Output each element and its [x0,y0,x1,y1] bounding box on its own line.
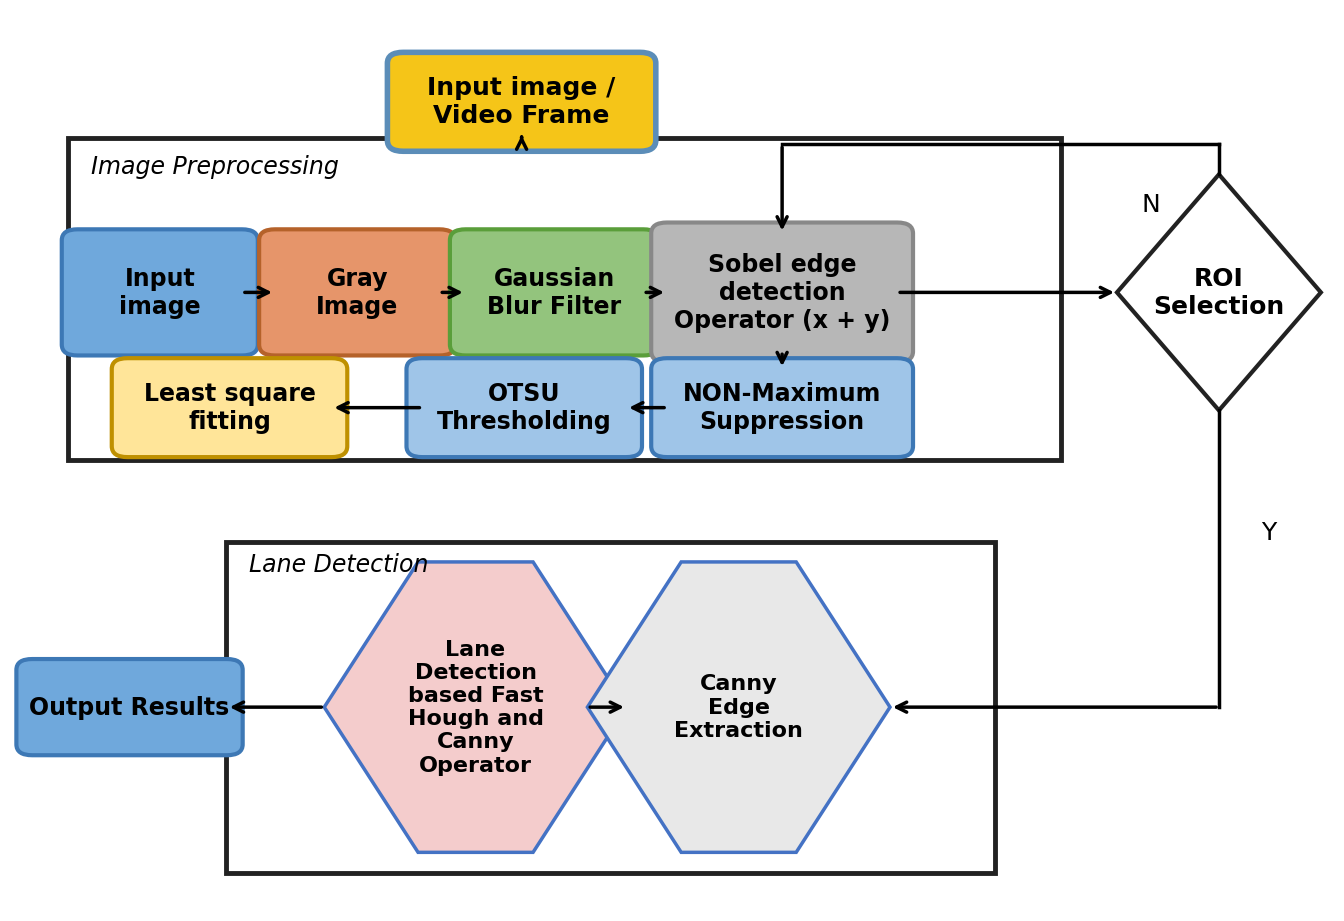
FancyBboxPatch shape [650,358,913,458]
FancyBboxPatch shape [387,52,656,152]
Text: OTSU
Thresholding: OTSU Thresholding [437,382,612,434]
Text: NON-Maximum
Suppression: NON-Maximum Suppression [683,382,882,434]
Text: Input
image: Input image [120,267,200,319]
Text: Y: Y [1261,521,1277,545]
Text: Image Preprocessing: Image Preprocessing [91,155,339,179]
Text: Sobel edge
detection
Operator (x + y): Sobel edge detection Operator (x + y) [673,253,890,332]
Text: Gray
Image: Gray Image [316,267,398,319]
FancyBboxPatch shape [259,229,456,356]
Text: N: N [1141,192,1160,216]
FancyBboxPatch shape [650,223,913,363]
Text: Input image /
Video Frame: Input image / Video Frame [427,76,616,128]
FancyBboxPatch shape [16,659,243,755]
Polygon shape [324,562,626,852]
Text: Gaussian
Blur Filter: Gaussian Blur Filter [488,267,621,319]
FancyBboxPatch shape [406,358,642,458]
Bar [226,542,995,873]
Text: Output Results: Output Results [30,695,230,719]
Bar [67,138,1060,460]
Text: Lane Detection: Lane Detection [249,553,429,577]
FancyBboxPatch shape [112,358,347,458]
Polygon shape [587,562,890,852]
Text: Canny
Edge
Extraction: Canny Edge Extraction [675,674,802,740]
Text: Least square
fitting: Least square fitting [144,382,316,434]
FancyBboxPatch shape [62,229,258,356]
Text: Lane
Detection
based Fast
Hough and
Canny
Operator: Lane Detection based Fast Hough and Cann… [407,639,543,775]
Text: ROI
Selection: ROI Selection [1153,267,1285,319]
Polygon shape [1117,175,1321,411]
FancyBboxPatch shape [450,229,659,356]
